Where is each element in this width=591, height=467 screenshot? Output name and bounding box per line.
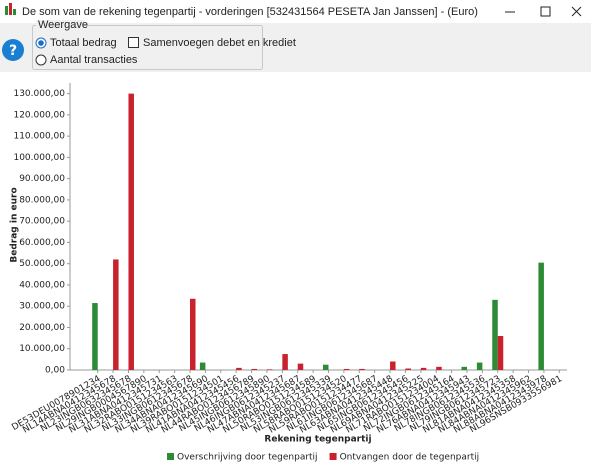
bar [266,369,273,370]
bar [405,368,411,370]
help-button[interactable] [2,39,24,61]
checkbox[interactable] [128,37,139,48]
bar [251,368,258,370]
y-tick-label: 90.000,00 [19,174,65,184]
y-tick-label: 70.000,00 [19,217,65,227]
bar [236,367,242,370]
x-axis-title: Rekening tegenpartij [264,435,371,445]
radio-dot [38,40,44,46]
y-tick-label: 100.000,00 [13,153,65,163]
radio-label[interactable]: Aantal transacties [50,54,138,66]
group-title-bg [36,20,84,30]
bar [420,367,427,370]
y-tick-label: 50.000,00 [19,259,65,269]
legend-label: Ontvangen door de tegenpartij [340,453,480,463]
legend-label: Overschrijving door tegenpartij [177,453,318,463]
legend-swatch [167,453,174,460]
maximize-button[interactable] [540,6,551,17]
bar [113,259,119,370]
bar [476,362,483,370]
title-bar [0,0,591,23]
legend-swatch [329,453,337,460]
bar [199,362,206,370]
y-tick-label: 110.000,00 [13,132,65,142]
chart-panel [0,72,591,467]
bar [282,354,288,370]
window-title: De som van de rekening tegenpartij - vor… [22,6,478,18]
group-box [32,25,263,70]
help-button-label: ? [9,43,17,59]
checkbox-label[interactable]: Samenvoegen debet en krediet [143,37,296,49]
bar [497,335,504,370]
y-tick-label: 80.000,00 [19,195,65,205]
y-tick-label: 130.000,00 [13,89,65,99]
y-tick-label: 10.000,00 [19,344,65,354]
group-title: Weergave [38,19,88,31]
y-tick-label: 60.000,00 [19,238,65,248]
bar [190,298,196,370]
y-axis-title: Bedrag in euro [10,187,20,262]
bar [436,366,442,370]
bar [492,299,498,370]
y-tick-label: 0,00 [45,366,65,376]
bar [461,366,467,370]
radio-label[interactable]: Totaal bedrag [50,37,117,49]
bar [359,368,365,370]
bar [297,363,304,370]
bar [323,364,329,370]
radio-button[interactable] [35,54,47,66]
y-tick-label: 30.000,00 [19,302,65,312]
bar [343,368,350,370]
bar [538,262,544,370]
y-tick-label: 40.000,00 [19,280,65,290]
bar [92,303,98,370]
bar [390,361,396,370]
app-icon [5,3,16,15]
bar [128,93,134,370]
close-button[interactable] [571,6,582,17]
y-tick-label: 120.000,00 [13,110,65,120]
y-tick-label: 20.000,00 [19,323,65,333]
